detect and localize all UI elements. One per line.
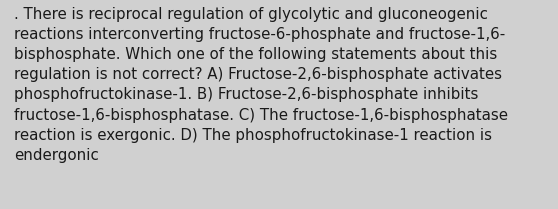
Text: . There is reciprocal regulation of glycolytic and gluconeogenic
reactions inter: . There is reciprocal regulation of glyc…	[14, 7, 508, 163]
